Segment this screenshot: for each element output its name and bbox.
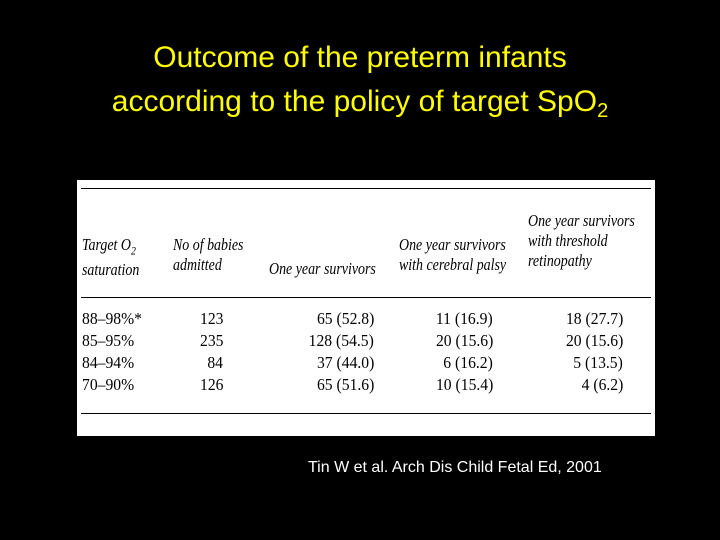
slide-title-o: O [573, 85, 598, 118]
outcome-table: Target O2 saturation No of babies admitt… [77, 180, 655, 436]
cell-babies: 123 [199, 309, 223, 328]
cell-survivors: 128 (54.5) [308, 331, 374, 350]
cell-target: 84–94% [82, 353, 135, 372]
cell-retinopathy: 4 (6.2) [581, 375, 623, 394]
cell-retinopathy: 18 (27.7) [565, 309, 623, 328]
citation: Tin W et al. Arch Dis Child Fetal Ed, 20… [308, 459, 602, 476]
cell-babies: 84 [207, 353, 223, 372]
header-target: Target O2 saturation [82, 235, 139, 280]
cell-palsy: 10 (15.4) [435, 375, 493, 394]
cell-survivors: 65 (51.6) [316, 375, 374, 394]
slide-title-subscript: 2 [597, 100, 609, 122]
slide-title: Outcome of the preterm infants according… [0, 36, 720, 133]
header-survivors: One year survivors [269, 259, 376, 278]
cell-target: 85–95% [82, 331, 135, 350]
cell-palsy: 6 (16.2) [443, 353, 493, 372]
header-retinopathy: One year survivors with threshold retino… [528, 211, 635, 271]
table-bottom-rule [81, 413, 651, 414]
slide-title-line1: Outcome of the preterm infants [153, 41, 567, 74]
header-babies-line1: No of babies [173, 235, 244, 254]
cell-palsy: 11 (16.9) [436, 309, 493, 328]
table-header-rule [81, 297, 651, 298]
header-babies-line2: admitted [173, 255, 222, 274]
header-target-line2: saturation [82, 260, 140, 280]
header-target-subscript: 2 [130, 243, 136, 258]
cell-target: 88–98%* [82, 309, 142, 328]
cell-babies: 235 [199, 331, 223, 350]
cell-retinopathy: 5 (13.5) [573, 353, 623, 372]
cell-target: 70–90% [82, 375, 135, 394]
cell-retinopathy: 20 (15.6) [565, 331, 623, 350]
header-palsy: One year survivors with cerebral palsy [399, 235, 506, 275]
slide-title-line2: according to the policy of target SpO2 [0, 80, 720, 133]
header-retinopathy-line3: retinopathy [528, 251, 592, 270]
header-retinopathy-line2: with threshold [528, 231, 608, 250]
cell-survivors: 37 (44.0) [316, 353, 374, 372]
header-babies: No of babies admitted [173, 235, 243, 275]
cell-babies: 126 [199, 375, 223, 394]
header-target-line1: Target O [82, 235, 131, 254]
table-top-rule [81, 188, 651, 189]
header-palsy-line1: One year survivors [399, 235, 506, 254]
header-retinopathy-line1: One year survivors [528, 211, 635, 230]
cell-palsy: 20 (15.6) [435, 331, 493, 350]
header-palsy-line2: with cerebral palsy [399, 255, 507, 274]
cell-survivors: 65 (52.8) [316, 309, 374, 328]
slide-title-line2-text: according to the policy of target Sp [111, 85, 574, 118]
